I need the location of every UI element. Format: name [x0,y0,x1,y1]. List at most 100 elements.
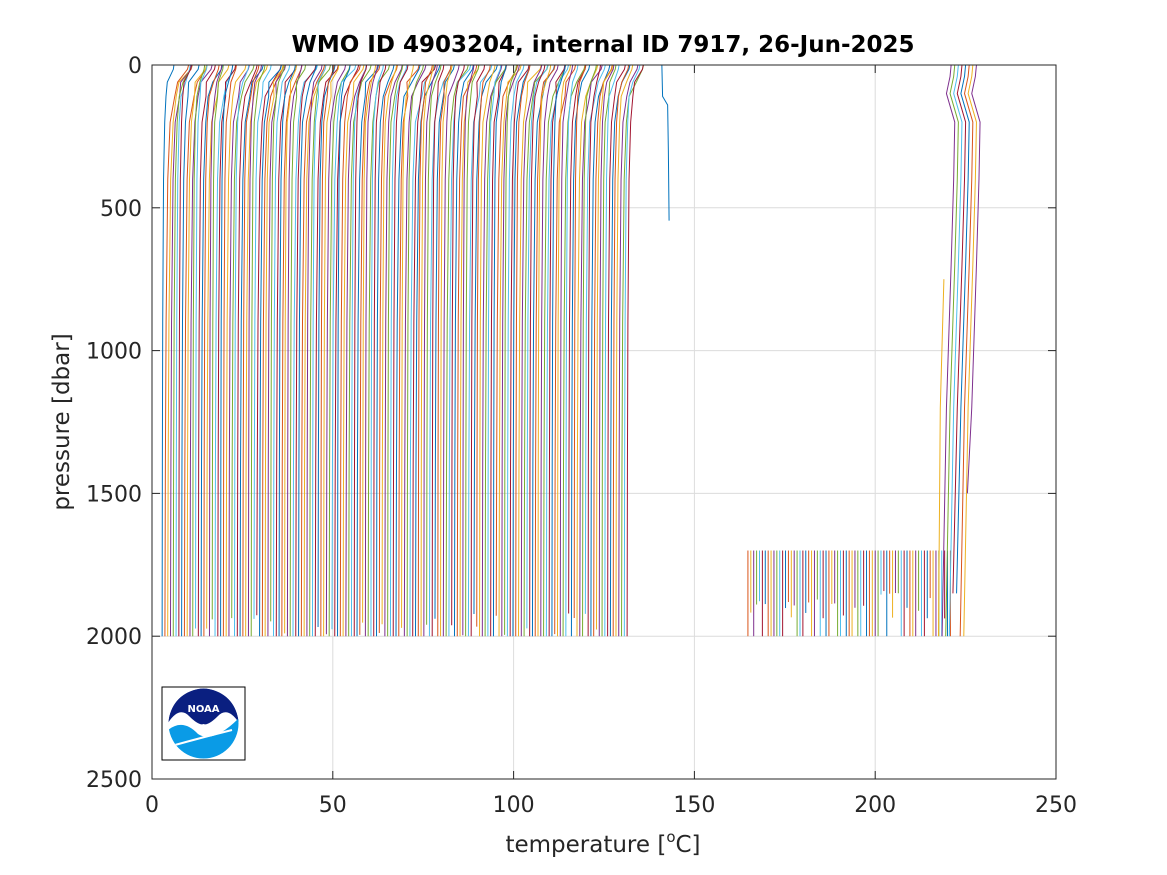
x-axis-label: temperature [oC] [505,828,700,858]
profile-trace [401,64,414,628]
profile-trace [381,64,398,625]
profile-trace [484,64,507,637]
profile-trace [189,64,213,637]
profile-trace [576,64,599,637]
profile-trace [506,64,525,637]
profile-trace [225,64,247,637]
profile-trace [295,64,317,637]
x-tick-label: 100 [493,793,535,818]
profile-trace [406,64,424,637]
x-tick-label: 200 [854,793,896,818]
profile-trace [342,64,365,637]
profile-trace [476,64,491,627]
profile-trace [392,64,409,637]
profile-trace [208,64,223,637]
profile-trace [362,64,377,623]
profile-trace [161,64,175,637]
profile-trace [231,64,255,619]
profile-trace [259,64,282,637]
profile-trace [537,64,552,637]
y-tick-label: 1000 [86,340,142,365]
profile-trace [197,64,216,637]
noaa-logo: NOAA [161,686,246,761]
profile-trace [518,64,542,637]
profile-trace [234,64,250,637]
profile-trace [470,64,486,637]
profile-trace [626,64,644,637]
profile-trace [289,64,307,637]
profile-trace [526,64,549,629]
profile-trace [554,64,577,635]
profile-trace [250,64,266,637]
profile-trace [490,64,507,637]
profile-trace [952,64,967,594]
profile-trace [220,64,234,637]
profile-trace [453,64,474,637]
profile-trace [339,64,361,637]
profile-trace [465,64,480,637]
y-tick-label: 2000 [86,625,142,650]
profile-trace [203,64,220,637]
profile-trace [245,64,268,637]
profile-trace [607,64,626,637]
profile-trace [256,64,282,616]
profile-trace [945,64,959,637]
profile-trace [948,64,963,637]
profile-trace [623,64,641,637]
profile-trace [501,64,520,637]
profile-trace [534,64,556,637]
profile-trace [963,64,977,637]
profile-trace [403,64,427,637]
profile-trace [270,64,285,622]
profile-trace [253,64,272,619]
profile-trace [217,64,237,637]
profile-trace [261,64,284,637]
y-axis-label: pressure [dbar] [49,333,75,510]
profile-trace [570,64,591,637]
profile-trace [398,64,420,637]
profile-trace [373,64,387,637]
profile-trace [956,64,970,594]
profile-trace [417,64,433,637]
profile-trace [300,64,326,637]
profile-trace [284,64,297,634]
profile-trace [937,279,945,637]
profile-trace [278,64,296,637]
x-tick-label: 150 [673,793,715,818]
profile-trace [181,64,200,637]
profile-trace [211,64,224,620]
profile-trace [540,64,559,637]
profile-trace [582,64,597,637]
profile-trace [206,64,230,629]
profile-trace [178,64,192,637]
profile-trace [557,64,571,637]
profile-trace [281,64,303,637]
profile-trace [498,64,522,637]
profile-trace [509,64,530,637]
profile-trace [445,64,469,637]
profile-trace [320,64,335,637]
profile-trace [565,64,579,637]
y-tick-label: 500 [100,197,142,222]
profile-trace [543,64,567,637]
profile-trace [612,64,630,637]
profile-trace [545,64,570,637]
profile-trace [395,64,421,637]
profile-trace [573,64,586,619]
profile-trace [437,64,452,637]
profile-trace [423,64,438,637]
profile-trace [328,64,351,637]
profile-trace [384,64,403,637]
profile-trace [298,64,317,637]
profile-traces [161,64,981,637]
profile-trace [264,64,284,637]
profile-trace [317,64,336,628]
profile-trace [618,64,639,637]
profile-trace [595,64,614,630]
profile-trace [584,64,606,614]
profile-trace [551,64,566,637]
profile-trace [309,64,331,637]
svg-text:NOAA: NOAA [187,704,219,715]
profile-trace [273,64,291,637]
profile-trace [598,64,615,637]
